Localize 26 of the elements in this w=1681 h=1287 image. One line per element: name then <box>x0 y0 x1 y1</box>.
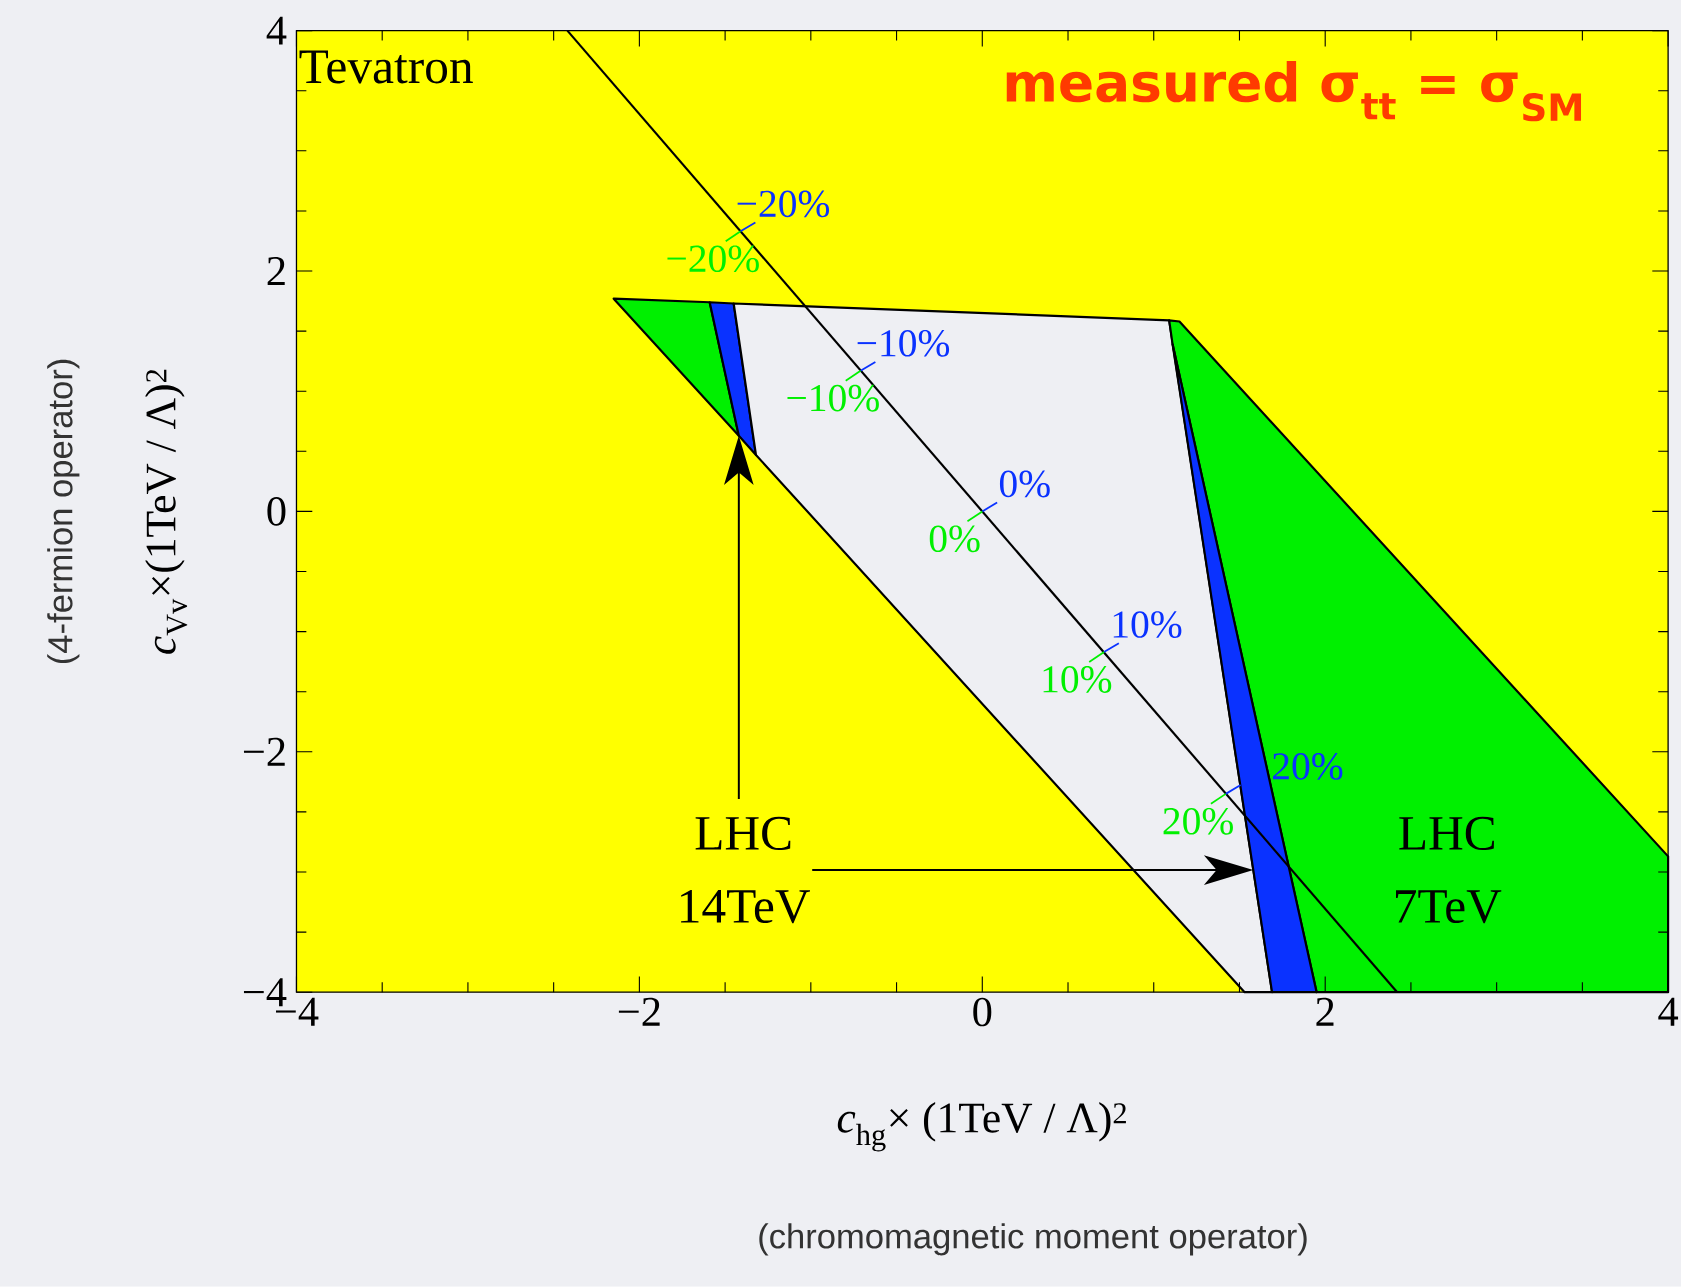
annotation: LHC 7TeV <box>1396 816 1502 924</box>
annotation: −10% <box>787 384 879 412</box>
x-tick-label: 0 <box>973 997 992 1027</box>
annotation: 10% <box>1113 611 1182 639</box>
annotation: −20% <box>667 245 759 273</box>
x-tick-label: 4 <box>1658 997 1679 1026</box>
x-tick-label: −2 <box>618 997 660 1026</box>
band-label: Tevatron <box>299 50 473 84</box>
annotation: 0% <box>929 525 980 553</box>
annotation: 20% <box>1272 753 1343 780</box>
annotation: −10% <box>857 330 950 357</box>
x-axis-title: c$_{hg}$× (1TeV / Λ)$^{2}$ <box>837 1102 1126 1152</box>
annotation: −20% <box>737 190 830 218</box>
y-axis-title: c$_{Vv}$×(1TeV / Λ)$^{2}$ <box>145 369 188 654</box>
y-tick-label: −2 <box>243 737 285 767</box>
y-tick-label: 2 <box>267 257 285 286</box>
annotation: 10% <box>1043 666 1112 694</box>
y-tick-label: 0 <box>267 497 286 526</box>
x-tick-label: 2 <box>1316 997 1334 1026</box>
annotation: 0% <box>999 470 1050 498</box>
text: measured σ$_{tt}$ = σ$_{SM}$ <box>1006 61 1582 122</box>
text: (chromomagnetic moment operator) <box>759 1223 1307 1256</box>
annotation: 20% <box>1163 808 1233 835</box>
y-tick-label: 4 <box>266 16 287 45</box>
text: (4-fermion operator) <box>47 360 80 664</box>
annotation: LHC 14TeV <box>681 816 810 924</box>
